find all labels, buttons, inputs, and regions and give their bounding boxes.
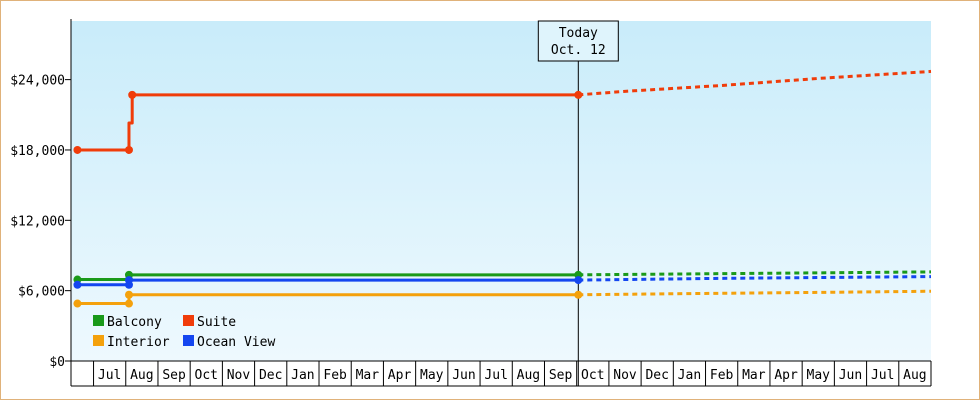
month-label: Jul — [871, 368, 894, 383]
month-label: Aug — [517, 368, 540, 383]
month-label: Feb — [323, 368, 347, 383]
interior-point — [124, 290, 133, 299]
month-label: Jan — [291, 368, 314, 383]
month-label: Dec — [259, 368, 282, 383]
month-label: May — [420, 368, 444, 383]
month-label: Jan — [678, 368, 701, 383]
balcony-legend-swatch — [93, 315, 104, 326]
today-label: Today — [559, 26, 598, 41]
suite-legend-swatch — [183, 315, 194, 326]
interior-point — [574, 290, 583, 299]
axes: $0 $6,000 $12,000 $18,000 $24,000 — [10, 19, 72, 370]
interior-legend-swatch — [93, 335, 104, 346]
month-label: Jul — [484, 368, 507, 383]
month-label: Sep — [549, 368, 573, 383]
today-box — [537, 20, 619, 62]
month-label: Oct — [581, 368, 604, 383]
suite-series-line — [77, 93, 579, 152]
month-label: Apr — [388, 368, 412, 383]
ocean-view-legend-swatch — [183, 335, 194, 346]
y-tick-label: $12,000 — [10, 214, 65, 229]
interior-point — [124, 299, 133, 308]
suite-forecast-line — [578, 69, 932, 97]
month-label: Nov — [227, 368, 251, 383]
month-label: Jul — [98, 368, 121, 383]
month-label: Feb — [710, 368, 734, 383]
ocean-view-point — [73, 280, 82, 289]
ocean-view-forecast-line — [578, 275, 932, 282]
y-tick-label: $18,000 — [10, 144, 65, 159]
month-label: Nov — [613, 368, 637, 383]
suite-legend-label: Suite — [197, 315, 236, 330]
month-label: Mar — [356, 368, 380, 383]
plot-background — [71, 21, 931, 361]
month-label: Aug — [903, 368, 926, 383]
balcony-legend-label: Balcony — [107, 315, 162, 330]
month-label: Mar — [742, 368, 766, 383]
interior-series-line — [77, 293, 579, 306]
month-label: Jun — [839, 368, 862, 383]
series-layer — [73, 69, 932, 308]
month-label: Jun — [452, 368, 475, 383]
ocean-view-legend-label: Ocean View — [197, 335, 275, 350]
month-label: Aug — [130, 368, 153, 383]
ocean-view-point — [124, 276, 133, 285]
month-label: Dec — [645, 368, 668, 383]
suite-point — [73, 145, 82, 154]
y-tick-label: $6,000 — [18, 285, 65, 300]
ocean-view-point — [574, 276, 583, 285]
legend: Balcony Suite Interior Ocean View — [93, 315, 275, 350]
month-label: Oct — [195, 368, 218, 383]
month-axis: Jul Aug Sep Oct Nov Dec Jan Feb Mar Apr May Jun Jul A… — [70, 360, 932, 387]
today-date: Oct. 12 — [551, 43, 606, 58]
balcony-forecast-line — [578, 270, 932, 277]
suite-point — [574, 90, 583, 99]
suite-point — [128, 90, 137, 99]
interior-legend-label: Interior — [107, 335, 170, 350]
suite-point — [124, 145, 133, 154]
today-marker: Today Oct. 12 — [537, 20, 619, 386]
interior-point — [73, 299, 82, 308]
month-label: May — [807, 368, 831, 383]
interior-forecast-line — [578, 289, 932, 297]
month-label: Sep — [162, 368, 186, 383]
y-tick-label: $0 — [49, 355, 65, 370]
month-label: Apr — [774, 368, 798, 383]
y-tick-label: $24,000 — [10, 74, 65, 89]
